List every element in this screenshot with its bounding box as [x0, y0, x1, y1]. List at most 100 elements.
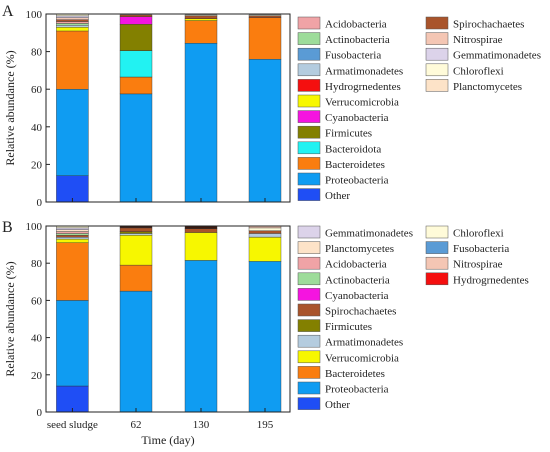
legend-label-a-1-2: Gemmatimonadetes: [453, 50, 541, 62]
bar-a-0-2: [56, 30, 89, 90]
ylabel-b: Relative abundance (%): [3, 261, 17, 376]
ytick-label-a-5: 100: [26, 9, 43, 21]
legend-label-b-0-10: Proteobacteria: [325, 384, 389, 396]
legend-swatch-a-1-1: [425, 32, 449, 45]
plot-area-b: 0 20 40 60 80 100 seed sludge 62 130 195 Relative …: [3, 221, 291, 447]
legend-swatch-a-0-2: [297, 47, 321, 61]
plot-area-a: 0 20 40 60 80 100 Relative abundance (%): [3, 9, 291, 209]
legend-swatch-a-0-10: [297, 172, 321, 186]
bar-b-2-6: [184, 228, 218, 233]
legend-swatch-a-0-4: [297, 79, 321, 92]
legend-b: Gemmatimonadetes Planctomycetes Acidobacte…: [297, 225, 529, 411]
axes-frame-b: [45, 225, 291, 413]
legend-label-b-1-0: Chloroflexi: [453, 228, 504, 240]
bar-a-3-12: [248, 15, 282, 18]
bar-b-3-6: [248, 230, 282, 234]
xtick-label-b-1: 62: [131, 419, 142, 431]
legend-swatch-a-0-6: [297, 110, 321, 123]
legend-label-a-0-1: Actinobacteria: [325, 34, 390, 46]
bar-a-2-6: [184, 18, 218, 21]
legend-swatch-b-0-11: [297, 397, 321, 410]
legend-label-b-0-7: Armatimonadetes: [325, 337, 403, 349]
legend-swatch-b-0-2: [297, 256, 321, 270]
bar-a-3-15: [248, 14, 282, 16]
bar-a-1-12: [119, 14, 153, 17]
bar-a-0-10: [56, 23, 89, 26]
legend-swatch-a-0-0: [297, 16, 321, 30]
legend-label-b-0-9: Bacteroidetes: [325, 368, 385, 380]
bar-a-1-5: [119, 16, 153, 25]
bar-b-2-1: [184, 260, 218, 413]
bar-b-0-2: [56, 242, 89, 301]
legend-label-a-0-8: Bacteroidota: [325, 143, 381, 155]
bar-b-1-5: [119, 231, 153, 234]
legend-label-a-1-1: Nitrospirae: [453, 34, 503, 46]
ytick-label-b-0: 0: [37, 407, 43, 419]
bar-b-0-3: [56, 238, 89, 243]
ytick-label-b-5: 100: [26, 221, 43, 233]
legend-swatch-b-0-4: [297, 288, 321, 301]
legend-label-b-0-6: Firmicutes: [325, 321, 372, 333]
bar-a-0-1: [56, 88, 89, 176]
ytick-label-a-4: 80: [31, 47, 43, 59]
ytick-label-a-1: 20: [31, 159, 43, 171]
panel-label-b: B: [2, 219, 13, 236]
ytick-label-b-3: 60: [31, 295, 43, 307]
legend-a: Acidobacteria Actinobacteria Fusobacteria A…: [297, 16, 541, 202]
bar-a-0-14: [56, 15, 89, 18]
legend-label-b-0-2: Acidobacteria: [325, 259, 387, 271]
ytick-label-b-4: 80: [31, 258, 43, 270]
legend-swatch-a-0-5: [297, 94, 321, 108]
xtick-label-b-0: seed sludge: [47, 419, 98, 431]
bar-a-2-1: [184, 42, 218, 203]
bar-a-3-2: [248, 17, 282, 60]
bar-a-3-1: [248, 58, 282, 203]
legend-label-b-0-4: Cyanobacteria: [325, 290, 389, 302]
bar-a-1-2: [119, 76, 153, 95]
ytick-label-b-2: 40: [31, 333, 43, 345]
bar-b-2-3: [184, 232, 218, 261]
bar-a-0-11: [56, 21, 89, 24]
bar-b-0-9: [56, 231, 89, 234]
bar-a-0-0: [56, 175, 89, 203]
ylabel-a: Relative abundance (%): [3, 50, 17, 165]
legend-label-a-0-7: Firmicutes: [325, 128, 372, 140]
bar-b-3-4: [248, 233, 282, 238]
legend-label-b-0-3: Actinobacteria: [325, 274, 390, 286]
ytick-label-b-1: 20: [31, 370, 43, 382]
bar-b-0-11: [56, 227, 89, 230]
legend-label-a-0-11: Other: [325, 190, 350, 202]
legend-swatch-b-0-8: [297, 350, 321, 364]
legend-swatch-b-1-3: [425, 272, 449, 286]
ytick-label-a-0: 0: [37, 197, 43, 209]
panel-a: A 0 20 40 60 80 100 Relative abundance (%) Aci…: [2, 3, 541, 209]
legend-label-b-0-1: Planctomycetes: [325, 243, 394, 255]
panel-b: B 0 20 40 60 80 100 seed sludge 62 130 195 Relativ…: [2, 219, 529, 447]
legend-label-a-1-4: Planctomycetes: [453, 81, 522, 93]
legend-swatch-b-1-0: [425, 225, 449, 239]
bar-a-2-2: [184, 20, 218, 44]
legend-swatch-b-0-3: [297, 272, 321, 286]
legend-label-a-0-5: Verrucomicrobia: [325, 97, 399, 109]
legend-label-b-0-5: Spirochachaetes: [325, 306, 396, 318]
bar-b-3-12: [248, 227, 282, 231]
bar-b-1-3: [119, 235, 153, 266]
legend-label-a-0-3: Armatimonadetes: [325, 65, 403, 77]
legend-swatch-a-0-9: [297, 157, 321, 170]
legend-swatch-a-0-1: [297, 32, 321, 45]
legend-label-a-1-3: Chloroflexi: [453, 65, 504, 77]
legend-swatch-a-1-3: [425, 63, 449, 77]
legend-label-b-1-3: Hydrogrnedentes: [453, 274, 529, 286]
legend-swatch-b-1-1: [425, 241, 449, 254]
legend-swatch-b-0-5: [297, 303, 321, 317]
bar-a-0-13: [56, 17, 89, 20]
legend-swatch-b-0-6: [297, 319, 321, 332]
bar-a-1-3: [119, 50, 153, 78]
legend-swatch-b-0-7: [297, 334, 321, 348]
legend-label-a-0-4: Hydrogrnedentes: [325, 81, 401, 93]
bar-a-0-6: [56, 27, 89, 32]
bar-a-0-8: [56, 25, 89, 28]
bar-b-3-1: [248, 261, 282, 413]
legend-swatch-a-0-7: [297, 125, 321, 139]
